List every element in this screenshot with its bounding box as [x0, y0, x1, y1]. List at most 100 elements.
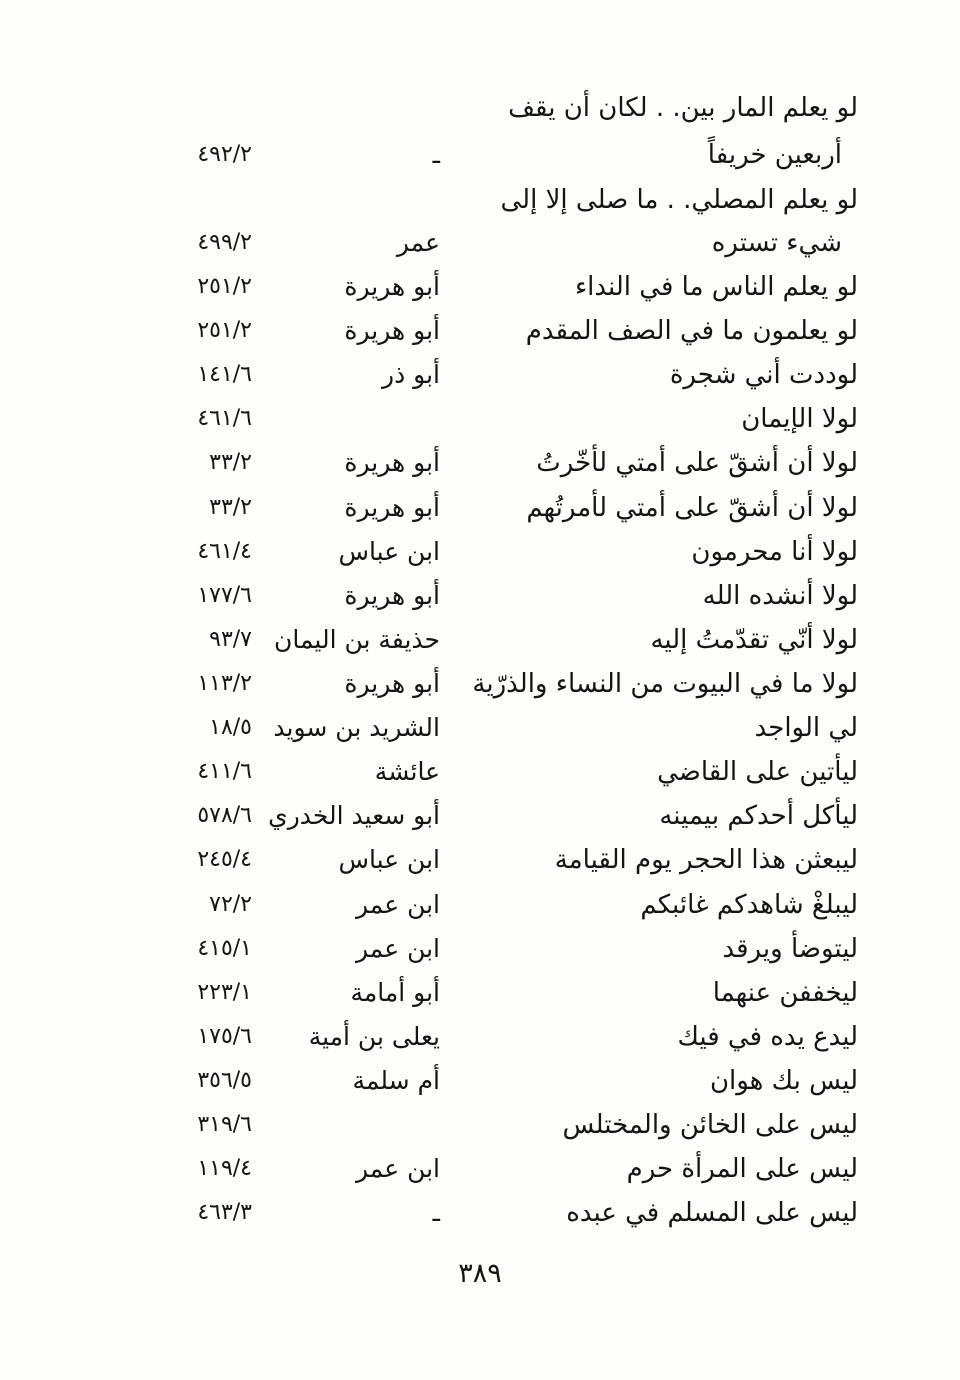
narrator-name: حذيفة بن اليمان — [273, 625, 440, 654]
narrator-name: أبو سعيد الخدري — [268, 801, 440, 830]
narrator-name: أبو هريرة — [344, 581, 440, 610]
index-entry-line: لو يعلم المصلي. . ما صلى إلا إلى — [0, 178, 960, 222]
index-entry-line: شيء تستره عمر ٤٩٩/٢ — [0, 221, 960, 265]
hadith-text: لو يعلم الناس ما في النداء — [574, 272, 858, 302]
index-entry-line: لولا ما في البيوت من النساء والذرّية أبو … — [0, 662, 960, 706]
index-entry-line: ليس على الخائن والمختلس ٣١٩/٦ — [0, 1103, 960, 1147]
hadith-text: ليس على الخائن والمختلس — [562, 1110, 858, 1140]
narrator-name: ابن عمر — [355, 1154, 440, 1183]
index-entry-line: لولا أنّي تقدّمتُ إليه حذيفة بن اليمان ٩٣/… — [0, 618, 960, 662]
volume-page-ref: ٣٥٦/٥ — [197, 1068, 252, 1093]
index-entry-line: لولا أن أشقّ على أمتي لأخّرتُ أبو هريرة ٣٣… — [0, 441, 960, 485]
index-entry-line: ليبلغْ شاهدكم غائبكم ابن عمر ٧٢/٢ — [0, 883, 960, 927]
narrator-name: ابن عمر — [355, 890, 440, 919]
hadith-text: ليخففن عنهما — [712, 978, 858, 1008]
volume-page-ref: ١٤١/٦ — [197, 362, 252, 387]
narrator-name: عائشة — [374, 757, 440, 786]
hadith-text: لو يعلم المصلي. . ما صلى إلا إلى — [500, 185, 858, 215]
narrator-name: ابن عمر — [355, 934, 440, 963]
index-entry-line: لولا أن أشقّ على أمتي لأمرتُهم أبو هريرة ٣… — [0, 486, 960, 530]
index-entry-line: لو يعلم الناس ما في النداء أبو هريرة ٢٥١/٢ — [0, 265, 960, 309]
volume-page-ref: ٤١١/٦ — [197, 759, 252, 784]
index-entry-line: لو يعلم المار بين. . لكان أن يقف — [0, 86, 960, 130]
volume-page-ref: ٤٩٢/٢ — [197, 142, 252, 167]
hadith-text: لو يعلمون ما في الصف المقدم — [525, 316, 858, 346]
volume-page-ref: ٣٣/٢ — [209, 495, 252, 520]
narrator-name: أبو هريرة — [344, 493, 440, 522]
hadith-text: ليدع يده في فيك — [677, 1022, 858, 1052]
narrator-name: ابن عباس — [338, 845, 440, 874]
volume-page-ref: ٢٤٥/٤ — [197, 847, 252, 872]
volume-page-ref: ٥٧٨/٦ — [197, 803, 252, 828]
hadith-text: لولا ما في البيوت من النساء والذرّية — [472, 669, 858, 699]
index-entry-line: ليس على المسلم في عبده ـ ٤٦٣/٣ — [0, 1191, 960, 1235]
hadith-text: ليس بك هوان — [709, 1066, 858, 1096]
hadith-text: ليبلغْ شاهدكم غائبكم — [640, 890, 858, 920]
index-entry-line: ليبعثن هذا الحجر يوم القيامة ابن عباس ٢٤٥/… — [0, 838, 960, 882]
hadith-text: ليتوضأ ويرقد — [722, 934, 858, 964]
hadith-text: ليأكل أحدكم بيمينه — [659, 801, 858, 831]
narrator-name: يعلى بن أمية — [308, 1022, 440, 1051]
narrator-name: ابن عباس — [338, 537, 440, 566]
index-entry-line: لولا أنا محرمون ابن عباس ٤٦١/٤ — [0, 530, 960, 574]
index-entry-line: لولا أنشده الله أبو هريرة ١٧٧/٦ — [0, 574, 960, 618]
volume-page-ref: ٩٣/٧ — [209, 627, 252, 652]
index-entry-line: ليدع يده في فيك يعلى بن أمية ١٧٥/٦ — [0, 1015, 960, 1059]
narrator-name: أبو ذر — [382, 360, 440, 389]
index-entry-line: لولا الإيمان ٤٦١/٦ — [0, 397, 960, 441]
volume-page-ref: ٣٣/٢ — [209, 450, 252, 475]
hadith-text: ليبعثن هذا الحجر يوم القيامة — [554, 845, 858, 875]
hadith-text: لولا الإيمان — [741, 404, 858, 434]
narrator-name: أبو أمامة — [350, 978, 440, 1007]
narrator-name: الشريد بن سويد — [273, 713, 440, 742]
volume-page-ref: ١٧٧/٦ — [197, 583, 252, 608]
volume-page-ref: ١٨/٥ — [209, 715, 252, 740]
narrator-name: ـ — [432, 140, 440, 169]
index-entry-line: ليأكل أحدكم بيمينه أبو سعيد الخدري ٥٧٨/٦ — [0, 794, 960, 838]
index-entry-line: لو يعلمون ما في الصف المقدم أبو هريرة ٢٥١/… — [0, 309, 960, 353]
volume-page-ref: ٤٩٩/٢ — [197, 230, 252, 255]
hadith-text: ليس على المرأة حرم — [626, 1154, 858, 1184]
narrator-name: عمر — [396, 228, 440, 257]
index-entry-line: ليس على المرأة حرم ابن عمر ١١٩/٤ — [0, 1147, 960, 1191]
hadith-text: أربعين خريفاً — [707, 140, 842, 170]
hadith-text: لوددت أني شجرة — [669, 360, 858, 390]
volume-page-ref: ٧٢/٢ — [209, 892, 252, 917]
volume-page-ref: ٢٥١/٢ — [197, 274, 252, 299]
hadith-text: ليأتين على القاضي — [657, 757, 858, 787]
hadith-text: ليس على المسلم في عبده — [566, 1198, 858, 1228]
index-entry-line: ليتوضأ ويرقد ابن عمر ٤١٥/١ — [0, 927, 960, 971]
hadith-text: لي الواجد — [754, 713, 858, 743]
hadith-text: لولا أن أشقّ على أمتي لأخّرتُ — [536, 448, 858, 478]
narrator-name: أبو هريرة — [344, 316, 440, 345]
hadith-text: لولا أنا محرمون — [691, 537, 858, 567]
hadith-text: لولا أنشده الله — [702, 581, 858, 611]
index-entry-line: ليأتين على القاضي عائشة ٤١١/٦ — [0, 750, 960, 794]
index-entry-line: لي الواجد الشريد بن سويد ١٨/٥ — [0, 706, 960, 750]
hadith-text: لو يعلم المار بين. . لكان أن يقف — [508, 93, 858, 123]
index-entry-line: لوددت أني شجرة أبو ذر ١٤١/٦ — [0, 353, 960, 397]
page-number: ٣٨٩ — [458, 1258, 502, 1289]
volume-page-ref: ١١٣/٢ — [197, 671, 252, 696]
narrator-name: أبو هريرة — [344, 669, 440, 698]
volume-page-ref: ٤٦١/٦ — [197, 406, 252, 431]
index-entry-line: ليس بك هوان أم سلمة ٣٥٦/٥ — [0, 1059, 960, 1103]
volume-page-ref: ١٧٥/٦ — [197, 1024, 252, 1049]
narrator-name: أبو هريرة — [344, 272, 440, 301]
hadith-text: لولا أنّي تقدّمتُ إليه — [650, 625, 858, 655]
volume-page-ref: ٢٥١/٢ — [197, 318, 252, 343]
volume-page-ref: ٤١٥/١ — [197, 936, 252, 961]
narrator-name: أم سلمة — [352, 1066, 440, 1095]
narrator-name: أبو هريرة — [344, 448, 440, 477]
index-entry-line: أربعين خريفاً ـ ٤٩٢/٢ — [0, 133, 960, 177]
hadith-text: لولا أن أشقّ على أمتي لأمرتُهم — [526, 493, 858, 523]
volume-page-ref: ٢٢٣/١ — [197, 980, 252, 1005]
index-entry-line: ليخففن عنهما أبو أمامة ٢٢٣/١ — [0, 971, 960, 1015]
hadith-text: شيء تستره — [711, 228, 842, 258]
volume-page-ref: ٤٦١/٤ — [197, 539, 252, 564]
narrator-name: ـ — [432, 1198, 440, 1227]
volume-page-ref: ٣١٩/٦ — [197, 1112, 252, 1137]
volume-page-ref: ٤٦٣/٣ — [197, 1200, 252, 1225]
